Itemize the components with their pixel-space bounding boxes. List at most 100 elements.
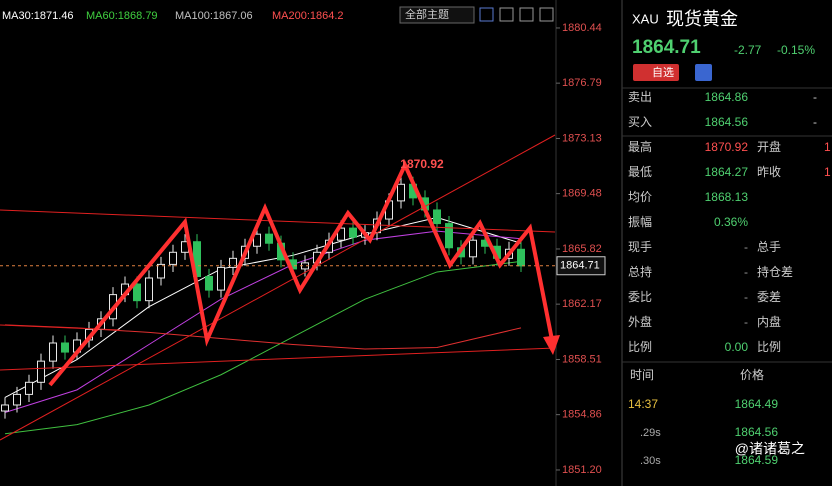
- y-tick-label: 1873.13: [562, 132, 602, 144]
- tick-price: 1864.49: [735, 397, 779, 411]
- row-label: 比例: [757, 340, 781, 354]
- row-label: 外盘: [628, 314, 652, 329]
- candle-body: [49, 342, 57, 362]
- candle-body: [169, 251, 177, 265]
- chart-layer: 1880.44 1876.79 1873.13 1869.48 1865.82 1862.…: [0, 22, 606, 476]
- ma-line: [4, 230, 522, 414]
- row-label: 最低: [628, 165, 652, 179]
- row-label: 总持: [628, 264, 652, 279]
- row-label: 委比: [628, 290, 652, 304]
- icon-button[interactable]: [539, 7, 554, 22]
- ma-legend: MA60:1868.79: [86, 10, 158, 22]
- quote-panel: XAU 现货黄金 1864.71 -2.77 -0.15% 自选 @诸诸葛之 卖…: [622, 9, 832, 467]
- change-pct: -0.15%: [777, 43, 815, 57]
- candle-body: [517, 248, 525, 267]
- row-label: 开盘: [757, 139, 781, 154]
- arrow-head: [543, 335, 560, 355]
- watch-label: 自选: [652, 66, 674, 79]
- row-value: -: [744, 315, 748, 329]
- price: 1864.71: [632, 37, 701, 58]
- high-annotation: 1870.92: [400, 157, 444, 171]
- row-label: 振幅: [628, 214, 652, 229]
- candle-body: [61, 342, 69, 353]
- row-value: 0.36%: [714, 215, 748, 229]
- row-value: 1868.13: [705, 190, 749, 204]
- row-value: 1864.86: [705, 90, 749, 104]
- trend-line: [0, 347, 556, 371]
- ma-legend: MA200:1864.2: [272, 10, 344, 22]
- theme-button[interactable]: [399, 6, 475, 24]
- candle-body: [37, 360, 45, 383]
- row-label: 买入: [628, 115, 652, 129]
- tick-time: .29s: [640, 427, 661, 439]
- candle-body: [433, 209, 441, 225]
- trend-lines: [0, 134, 556, 441]
- candle-body: [397, 183, 405, 202]
- ticks-header: 价格: [740, 367, 764, 382]
- tick-price: 1864.56: [735, 425, 779, 439]
- candle-body: [133, 283, 141, 302]
- candle-body: [253, 233, 261, 247]
- candle-body: [145, 277, 153, 302]
- y-tick-label: 1869.48: [562, 188, 602, 200]
- theme-button-label: 全部主题: [405, 7, 449, 21]
- candle-body: [157, 263, 165, 279]
- candle-body: [469, 239, 477, 258]
- icon-button[interactable]: [479, 7, 494, 22]
- row-label: 总手: [757, 240, 781, 254]
- ma-legend: MA30:1871.46: [2, 10, 74, 22]
- y-tick-label: 1880.44: [562, 22, 602, 34]
- row-label: 最高: [628, 139, 652, 154]
- trend-line: [0, 134, 556, 441]
- last-price-label: 1864.71: [560, 260, 600, 272]
- row-value: 1870.92: [705, 140, 749, 154]
- candle-body: [13, 393, 21, 406]
- ma-legend: MA100:1867.06: [175, 10, 253, 22]
- row-value: 1: [824, 140, 831, 154]
- watermark: @诸诸葛之: [735, 441, 805, 457]
- tick-time: 14:37: [628, 397, 658, 411]
- trend-line: [0, 209, 556, 233]
- candle-body: [445, 223, 453, 249]
- row-value: -: [813, 115, 817, 129]
- y-tick-label: 1876.79: [562, 77, 602, 89]
- row-label: 持仓差: [757, 264, 793, 279]
- ma-line: [4, 217, 522, 398]
- icon-button[interactable]: [499, 7, 514, 22]
- row-value: 1864.27: [705, 165, 749, 179]
- row-value: -: [813, 90, 817, 104]
- candle-body: [349, 227, 357, 238]
- row-value: 1864.56: [705, 115, 749, 129]
- candle-body: [337, 227, 345, 241]
- y-tick-label: 1858.51: [562, 353, 602, 365]
- candle-body: [25, 381, 33, 395]
- tick-time: .30s: [640, 455, 661, 467]
- candle-body: [217, 266, 225, 291]
- symbol-code: XAU: [632, 11, 659, 26]
- watch-button[interactable]: [633, 64, 679, 81]
- ticks-header: 时间: [630, 368, 654, 382]
- ma-line: [4, 260, 522, 435]
- alert-button[interactable]: [695, 64, 712, 81]
- y-tick-label: 1862.17: [562, 298, 602, 310]
- y-tick-label: 1851.20: [562, 464, 602, 476]
- row-label: 昨收: [757, 165, 781, 179]
- y-tick-label: 1865.82: [562, 243, 602, 255]
- trend-line: [0, 324, 121, 331]
- wave-arrow: [48, 160, 555, 387]
- icon-button[interactable]: [519, 7, 534, 22]
- row-label: 现手: [628, 240, 652, 254]
- row-value: -: [744, 240, 748, 254]
- row-label: 均价: [628, 190, 652, 204]
- change: -2.77: [734, 43, 762, 57]
- row-label: 比例: [628, 340, 652, 354]
- candle-body: [265, 233, 273, 244]
- symbol-name: 现货黄金: [666, 9, 738, 29]
- row-value: -: [744, 265, 748, 279]
- y-tick-label: 1854.86: [562, 409, 602, 421]
- row-value: -: [744, 290, 748, 304]
- tick-price: 1864.59: [735, 453, 779, 467]
- row-label: 卖出: [628, 90, 652, 104]
